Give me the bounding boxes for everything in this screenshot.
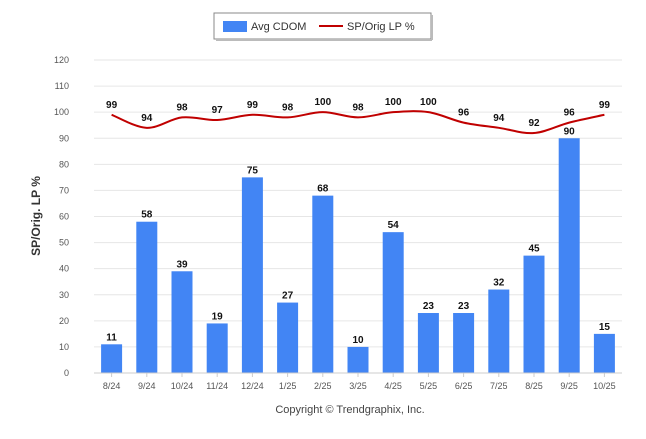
bar-value-label: 54 xyxy=(388,220,400,231)
line-series xyxy=(111,110,605,135)
bar xyxy=(206,323,228,373)
bar xyxy=(241,177,263,373)
y-tick-label: 20 xyxy=(59,316,69,326)
series-line xyxy=(111,110,605,135)
x-tick-label: 4/25 xyxy=(384,381,402,391)
bar xyxy=(453,313,475,373)
bar xyxy=(488,289,510,373)
x-tick-label: 5/25 xyxy=(420,381,438,391)
y-tick-label: 30 xyxy=(59,290,69,300)
line-value-label: 99 xyxy=(247,100,259,111)
y-tick-label: 120 xyxy=(54,55,69,65)
y-tick-label: 80 xyxy=(59,159,69,169)
bar-value-label: 39 xyxy=(176,259,188,270)
bar-value-label: 10 xyxy=(352,335,364,346)
bar-value-label: 27 xyxy=(282,291,294,302)
line-value-label: 96 xyxy=(564,108,576,119)
y-axis-ticks: 0 10 20 30 40 50 60 70 80 90 100 110 120 xyxy=(54,55,69,378)
bar-value-label: 45 xyxy=(528,244,540,255)
copyright-text: Copyright © Trendgraphix, Inc. xyxy=(275,404,424,416)
y-tick-label: 50 xyxy=(59,238,69,248)
x-tick-label: 9/25 xyxy=(560,381,578,391)
line-value-label: 94 xyxy=(141,113,153,124)
line-value-label: 97 xyxy=(212,105,224,116)
y-tick-label: 90 xyxy=(59,133,69,143)
bar-value-label: 23 xyxy=(423,301,435,312)
x-tick-label: 7/25 xyxy=(490,381,508,391)
bar xyxy=(593,333,615,373)
line-value-label: 100 xyxy=(420,97,437,108)
x-axis-ticks: 8/24 9/24 10/24 11/24 12/24 1/25 2/25 3/25 4/25 5… xyxy=(103,373,616,391)
bar xyxy=(417,313,439,373)
x-tick-label: 6/25 xyxy=(455,381,473,391)
x-tick-label: 1/25 xyxy=(279,381,297,391)
bar-value-label: 19 xyxy=(212,311,224,322)
x-tick-label: 2/25 xyxy=(314,381,332,391)
bar xyxy=(136,221,158,373)
line-value-label: 94 xyxy=(493,113,505,124)
bar-value-label: 68 xyxy=(317,184,329,195)
y-tick-label: 60 xyxy=(59,212,69,222)
bar-series xyxy=(101,138,615,373)
y-tick-label: 100 xyxy=(54,107,69,117)
line-value-label: 99 xyxy=(599,100,611,111)
bar-value-label: 15 xyxy=(599,322,611,333)
line-value-label: 96 xyxy=(458,108,470,119)
bar xyxy=(347,346,369,373)
y-tick-label: 40 xyxy=(59,264,69,274)
bar-value-label: 58 xyxy=(141,210,153,221)
y-tick-label: 110 xyxy=(55,81,69,91)
x-tick-label: 3/25 xyxy=(349,381,367,391)
bar-value-label: 11 xyxy=(106,332,117,343)
line-data-labels: 99 94 98 97 99 98 100 98 100 100 96 94 92 96 99 xyxy=(106,97,610,129)
bar xyxy=(277,302,299,373)
bar-value-label: 23 xyxy=(458,301,470,312)
bar-data-labels: 11 58 39 19 75 27 68 10 54 23 23 32 45 90 15 xyxy=(106,126,610,346)
bar xyxy=(558,138,580,373)
line-value-label: 98 xyxy=(352,102,364,113)
bar-value-label: 90 xyxy=(564,126,576,137)
legend-swatch-bars xyxy=(223,21,247,32)
x-tick-label: 8/24 xyxy=(103,381,121,391)
bar-value-label: 32 xyxy=(493,278,505,289)
x-tick-label: 10/24 xyxy=(171,381,194,391)
bar xyxy=(171,271,193,373)
x-tick-label: 12/24 xyxy=(241,381,264,391)
line-value-label: 100 xyxy=(385,97,402,108)
y-axis-title: SP/Orig. LP % xyxy=(29,176,43,256)
line-value-label: 92 xyxy=(528,118,540,129)
line-value-label: 98 xyxy=(176,102,188,113)
y-tick-label: 0 xyxy=(64,368,69,378)
legend-label-bars: Avg CDOM xyxy=(251,21,306,33)
line-value-label: 99 xyxy=(106,100,118,111)
bar xyxy=(523,255,545,373)
x-tick-label: 10/25 xyxy=(593,381,616,391)
bar xyxy=(382,232,404,373)
line-value-label: 98 xyxy=(282,102,294,113)
y-tick-label: 10 xyxy=(59,342,69,352)
legend-label-line: SP/Orig LP % xyxy=(347,21,415,33)
x-tick-label: 9/24 xyxy=(138,381,156,391)
x-tick-label: 8/25 xyxy=(525,381,543,391)
x-tick-label: 11/24 xyxy=(206,381,228,391)
bar xyxy=(101,344,123,373)
legend: Avg CDOM SP/Orig LP % xyxy=(213,12,433,41)
y-tick-label: 70 xyxy=(59,185,69,195)
bar-value-label: 75 xyxy=(247,165,259,176)
bar xyxy=(312,195,334,373)
line-value-label: 100 xyxy=(314,97,331,108)
